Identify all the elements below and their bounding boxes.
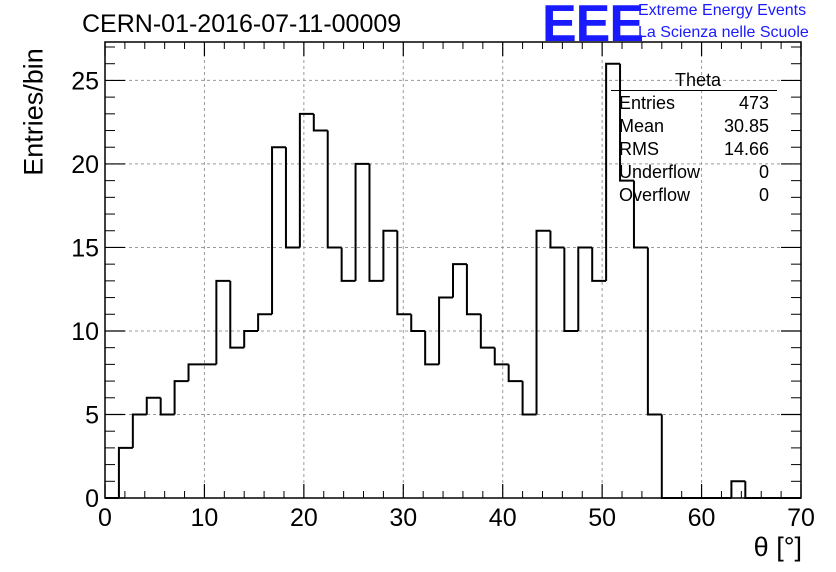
- histogram-bin: [632, 180, 648, 249]
- x-tick-label: 30: [389, 504, 417, 532]
- histogram-bin: [229, 280, 245, 349]
- chart-title: CERN-01-2016-07-11-00009: [82, 10, 402, 38]
- stats-value: 0: [758, 162, 769, 182]
- logo-subtitle-2: La Scienza nelle Scuole: [638, 24, 809, 41]
- histogram-bin: [243, 329, 259, 348]
- x-tick-label: 60: [688, 504, 716, 532]
- x-tick-label: 20: [290, 504, 318, 532]
- histogram-bin: [117, 446, 133, 498]
- stats-label: Mean: [619, 116, 665, 136]
- stats-label: RMS: [619, 139, 659, 159]
- plot-frame: [104, 41, 802, 499]
- histogram-bin: [382, 229, 398, 281]
- stats-label: Entries: [619, 93, 676, 113]
- histogram-bin: [187, 363, 203, 382]
- x-tick-label: 50: [588, 504, 616, 532]
- histogram-bin: [549, 230, 565, 249]
- stats-row-entries: Entries 473: [611, 92, 777, 115]
- histogram-bin: [730, 480, 746, 498]
- histogram-bin: [660, 414, 676, 499]
- histogram-bin: [298, 112, 314, 248]
- stats-label: Underflow: [619, 162, 701, 182]
- x-axis-label: θ [°]: [753, 532, 802, 562]
- histogram-bin: [257, 313, 273, 331]
- histogram-bin: [535, 229, 551, 415]
- histogram-bin: [368, 163, 384, 282]
- histogram-bin: [744, 481, 760, 499]
- histogram-bin: [312, 113, 328, 132]
- histogram-bin: [173, 380, 189, 415]
- y-tick-label: 10: [71, 318, 99, 346]
- histogram-bin: [521, 381, 537, 416]
- y-tick-label: 25: [71, 67, 99, 95]
- histogram-bin: [452, 263, 467, 298]
- y-tick-label: 15: [71, 234, 99, 262]
- logo-subtitle-1: Extreme Energy Events: [638, 2, 807, 19]
- histogram-bin: [424, 330, 440, 366]
- histogram-bin: [354, 162, 370, 281]
- histogram-bin: [619, 63, 634, 182]
- x-tick-label: 0: [98, 504, 112, 532]
- grid-lines: [105, 42, 801, 498]
- histogram-bin: [493, 347, 509, 366]
- stats-value: 473: [738, 93, 769, 113]
- histogram-bin: [479, 314, 495, 349]
- axis-ticks: [104, 42, 802, 499]
- stats-row-rms: RMS 14.66: [611, 138, 777, 161]
- x-tick-label: 40: [489, 504, 517, 532]
- histogram-bin: [591, 247, 607, 282]
- eee-logo: EEE: [542, 0, 644, 53]
- histogram-bin: [271, 146, 286, 315]
- y-tick-label: 5: [85, 401, 99, 429]
- histogram-bin: [326, 130, 342, 249]
- stats-row-mean: Mean 30.85: [611, 115, 777, 138]
- y-axis-label: Entries/bin: [18, 48, 49, 176]
- stats-divider: [611, 90, 777, 91]
- histogram-bin: [438, 296, 453, 365]
- stats-title: Theta: [674, 70, 722, 90]
- histogram-bin: [646, 247, 662, 416]
- histogram-bin: [340, 247, 356, 282]
- stats-box: Theta Entries 473 Mean 30.85 RMS 14.66 U…: [611, 70, 777, 207]
- x-tick-label: 70: [787, 504, 815, 532]
- histogram-bin: [159, 397, 175, 416]
- histogram-bin: [465, 264, 481, 316]
- x-tick-label: 10: [191, 504, 219, 532]
- histogram-bin: [410, 314, 426, 332]
- histogram-bin: [605, 62, 621, 281]
- stats-row-underflow: Underflow 0: [611, 161, 777, 184]
- y-tick-label: 20: [71, 151, 99, 179]
- histogram-bin: [396, 230, 412, 316]
- histogram-bin: [507, 364, 523, 383]
- stats-label: Overflow: [619, 185, 691, 205]
- histogram-bin: [145, 396, 161, 415]
- histogram-bin: [577, 246, 593, 331]
- y-tick-label: 0: [85, 485, 99, 513]
- histogram-bin: [131, 413, 147, 448]
- stats-value: 30.85: [723, 116, 769, 136]
- stats-row-overflow: Overflow 0: [611, 184, 777, 207]
- stats-value: 0: [758, 185, 769, 205]
- histogram-bin: [215, 279, 231, 365]
- tick-labels: 0 10 20 30 40 50 60 70 0 5 10 15 20 25: [71, 67, 815, 532]
- histogram-bin: [563, 247, 579, 332]
- histogram-bin: [284, 147, 300, 249]
- histogram-bars: [105, 62, 801, 499]
- stats-value: 14.66: [723, 139, 769, 159]
